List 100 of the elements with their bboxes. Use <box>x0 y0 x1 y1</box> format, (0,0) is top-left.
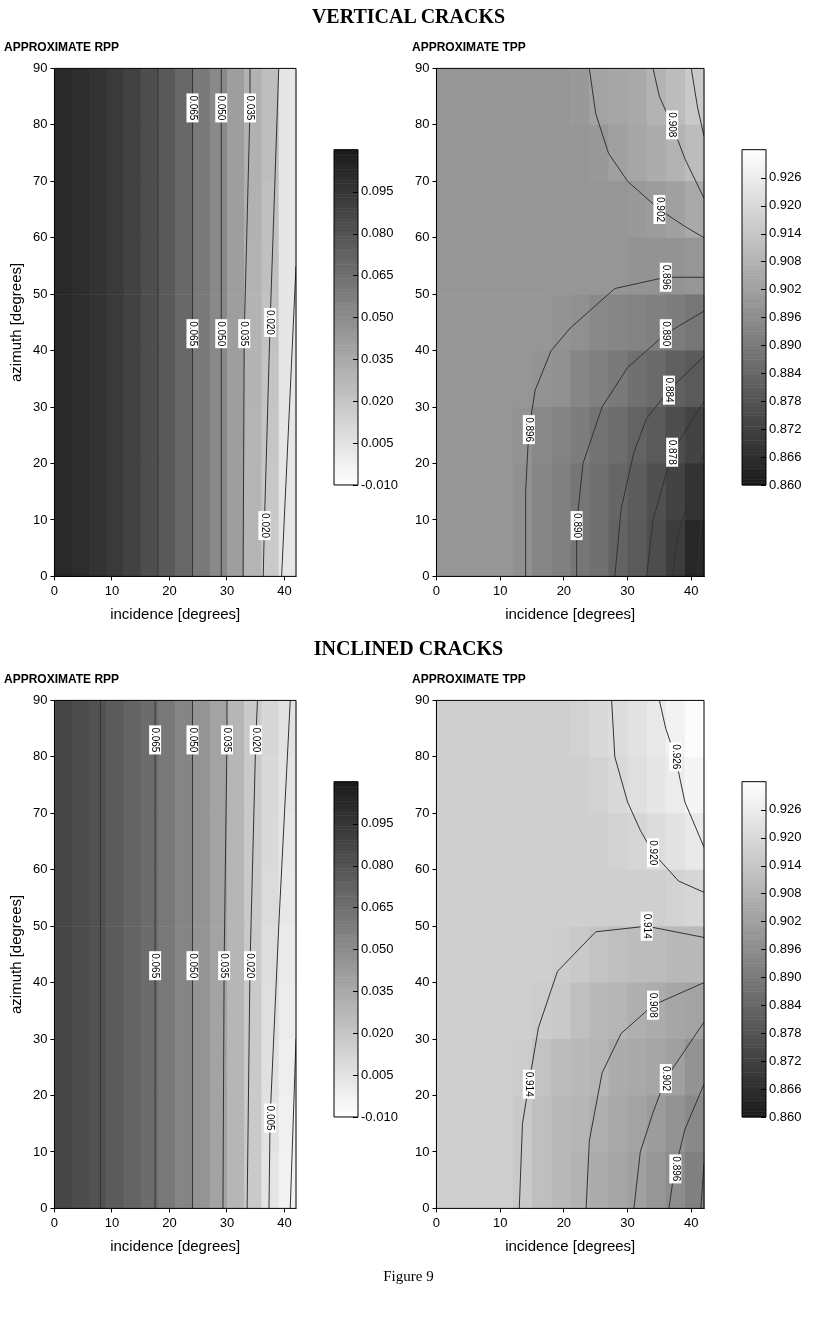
color-bar-label: 0.005 <box>361 1066 394 1082</box>
y-tick-label: 0 <box>40 567 48 583</box>
annotation: 0.050 <box>216 95 228 121</box>
color-bar-label: 0.020 <box>361 1024 394 1040</box>
x-tick-label: 10 <box>104 1214 120 1230</box>
y-tick-label: 60 <box>32 229 48 245</box>
annotation: 0.020 <box>259 513 271 539</box>
color-bar-label: 0.920 <box>769 197 802 213</box>
y-tick-label: 0 <box>422 1199 430 1215</box>
y-tick-label: 80 <box>414 116 430 132</box>
x-tick-label: 20 <box>162 1214 177 1230</box>
y-tick-label: 10 <box>32 511 48 527</box>
color-bar-label: -0.010 <box>361 476 398 492</box>
y-tick-label: 50 <box>32 285 48 301</box>
chart-title: APPROXIMATE RPP <box>4 671 120 686</box>
y-tick-label: 70 <box>414 172 430 188</box>
x-axis-title: incidence [degrees] <box>110 1237 241 1255</box>
color-bar-label: 0.872 <box>769 1052 802 1068</box>
y-tick-label: 20 <box>414 1087 430 1103</box>
color-bar-label: 0.884 <box>769 996 802 1012</box>
annotation: 0.065 <box>187 321 199 347</box>
x-tick-label: 20 <box>556 582 572 598</box>
color-bar-label: 0.926 <box>769 801 802 817</box>
x-tick-label: 30 <box>219 1214 235 1230</box>
y-tick-label: 30 <box>32 398 48 414</box>
x-tick-label: 40 <box>684 1214 699 1230</box>
text: INCLINED CRACKS <box>312 636 505 661</box>
x-axis-title: incidence [degrees] <box>110 605 241 623</box>
annotation: 0.902 <box>654 197 666 223</box>
y-tick-label: 80 <box>32 116 48 132</box>
y-tick-label: 90 <box>414 59 430 75</box>
y-axis-title: azimuth [degrees] <box>7 262 25 383</box>
caption: Figure 9 <box>382 1267 435 1286</box>
annotation: 0.050 <box>187 727 199 753</box>
x-tick-label: 30 <box>620 1214 635 1230</box>
y-tick-label: 50 <box>414 285 430 301</box>
y-tick-label: 0 <box>422 567 430 583</box>
annotation: 0.884 <box>664 377 676 404</box>
annotation: 0.020 <box>245 953 257 979</box>
y-tick-label: 50 <box>32 917 48 933</box>
x-tick-label: 10 <box>492 1214 508 1230</box>
annotation: 0.896 <box>524 417 536 443</box>
x-tick-label: 30 <box>620 582 635 598</box>
y-tick-label: 90 <box>32 59 48 75</box>
y-tick-label: 0 <box>40 1199 48 1215</box>
color-bar-label: 0.860 <box>769 476 802 492</box>
annotation: 0.878 <box>667 439 679 466</box>
x-tick-label: 10 <box>104 582 120 598</box>
annotation: 0.896 <box>670 1156 682 1182</box>
annotation: 0.890 <box>661 321 673 347</box>
y-tick-label: 70 <box>414 804 430 820</box>
color-bar-label: 0.866 <box>769 448 802 464</box>
x-tick-label: 0 <box>432 1214 441 1230</box>
chart-title: APPROXIMATE RPP <box>4 39 120 54</box>
x-tick-label: 0 <box>50 1214 59 1230</box>
x-axis-title: incidence [degrees] <box>505 1237 636 1255</box>
color-bar-label: 0.035 <box>361 350 394 366</box>
color-bar-label: 0.926 <box>769 169 802 185</box>
annotation: 0.035 <box>245 95 257 121</box>
y-tick-label: 60 <box>32 861 48 877</box>
y-tick-label: 10 <box>32 1143 48 1159</box>
annotation: 0.065 <box>150 727 162 753</box>
x-tick-label: 20 <box>162 582 177 598</box>
annotation: 0.920 <box>648 840 660 866</box>
annotation: 0.914 <box>524 1071 536 1098</box>
y-tick-label: 60 <box>414 229 430 245</box>
y-tick-label: 70 <box>32 804 48 820</box>
annotation: 0.020 <box>250 727 262 753</box>
x-tick-label: 10 <box>492 582 508 598</box>
annotation: 0.065 <box>150 953 162 979</box>
y-tick-label: 20 <box>32 1087 48 1103</box>
x-tick-label: 30 <box>219 582 235 598</box>
color-bar-label: 0.908 <box>769 253 802 269</box>
color-bar-label: 0.065 <box>361 266 394 282</box>
text: VERTICAL CRACKS <box>310 4 507 29</box>
annotation: 0.926 <box>670 744 682 770</box>
y-tick-label: 80 <box>414 748 430 764</box>
y-tick-label: 40 <box>414 974 430 990</box>
color-bar-label: 0.860 <box>769 1108 802 1124</box>
color-bar-label: 0.920 <box>769 829 802 845</box>
color-bar-label: 0.890 <box>769 336 802 352</box>
annotation: 0.050 <box>216 321 228 347</box>
annotation: 0.005 <box>265 1105 277 1132</box>
y-tick-label: 30 <box>414 398 430 414</box>
color-bar-label: 0.050 <box>361 308 394 324</box>
y-tick-label: 80 <box>32 748 48 764</box>
y-tick-label: 20 <box>414 455 430 471</box>
y-tick-label: 70 <box>32 172 48 188</box>
color-bar-label: 0.872 <box>769 420 802 436</box>
x-tick-label: 40 <box>684 582 699 598</box>
annotation: 0.035 <box>239 321 251 347</box>
color-bar-label: 0.080 <box>361 225 394 241</box>
annotation: 0.035 <box>222 727 234 753</box>
color-bar-label: 0.035 <box>361 982 394 998</box>
color-bar-label: 0.020 <box>361 392 394 408</box>
y-tick-label: 50 <box>414 917 430 933</box>
color-bar-label: -0.010 <box>361 1108 398 1124</box>
x-tick-label: 40 <box>277 582 292 598</box>
chart-title: APPROXIMATE TPP <box>412 671 526 686</box>
color-bar-label: 0.890 <box>769 968 802 984</box>
